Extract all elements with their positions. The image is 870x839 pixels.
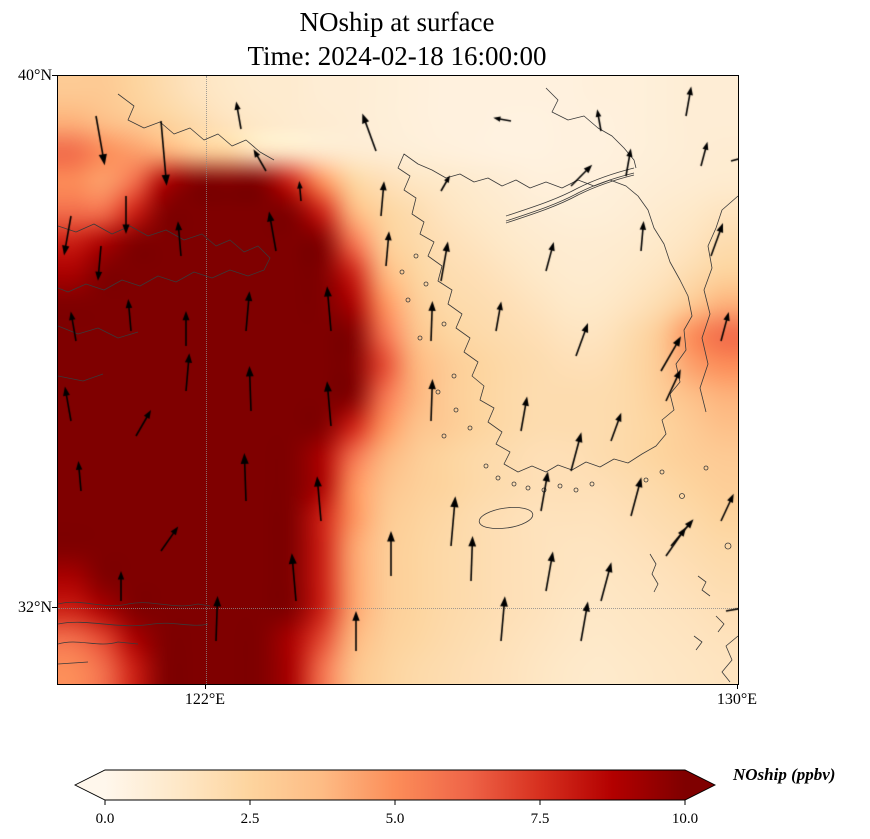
colorbar-tick-0: 0.0 bbox=[95, 811, 115, 827]
colorbar bbox=[73, 769, 717, 805]
colorbar-tick-4: 10.0 bbox=[671, 811, 699, 827]
xtick-mark-122e bbox=[205, 684, 206, 689]
quiver-arrows-canvas bbox=[58, 76, 738, 684]
colorbar-gradient-bar bbox=[73, 769, 717, 801]
map-plot bbox=[57, 75, 739, 685]
xtick-label-130e: 130°E bbox=[716, 691, 758, 708]
colorbar-tick-3: 7.5 bbox=[530, 811, 550, 827]
ytick-label-40n: 40°N bbox=[18, 67, 52, 84]
xtick-mark-130e bbox=[737, 684, 738, 689]
colorbar-tick-2: 5.0 bbox=[385, 811, 405, 827]
xtick-label-122e: 122°E bbox=[184, 691, 226, 708]
colorbar-tick-1: 2.5 bbox=[240, 811, 260, 827]
ytick-label-32n: 32°N bbox=[18, 599, 52, 616]
page-title: NOship at surface bbox=[299, 7, 495, 37]
colorbar-label: NOship (ppbv) bbox=[733, 765, 836, 784]
ytick-mark-40n bbox=[52, 75, 57, 76]
colorbar-tick-marks bbox=[104, 800, 686, 805]
ytick-mark-32n bbox=[52, 607, 57, 608]
time-subtitle: Time: 2024-02-18 16:00:00 bbox=[247, 41, 547, 71]
